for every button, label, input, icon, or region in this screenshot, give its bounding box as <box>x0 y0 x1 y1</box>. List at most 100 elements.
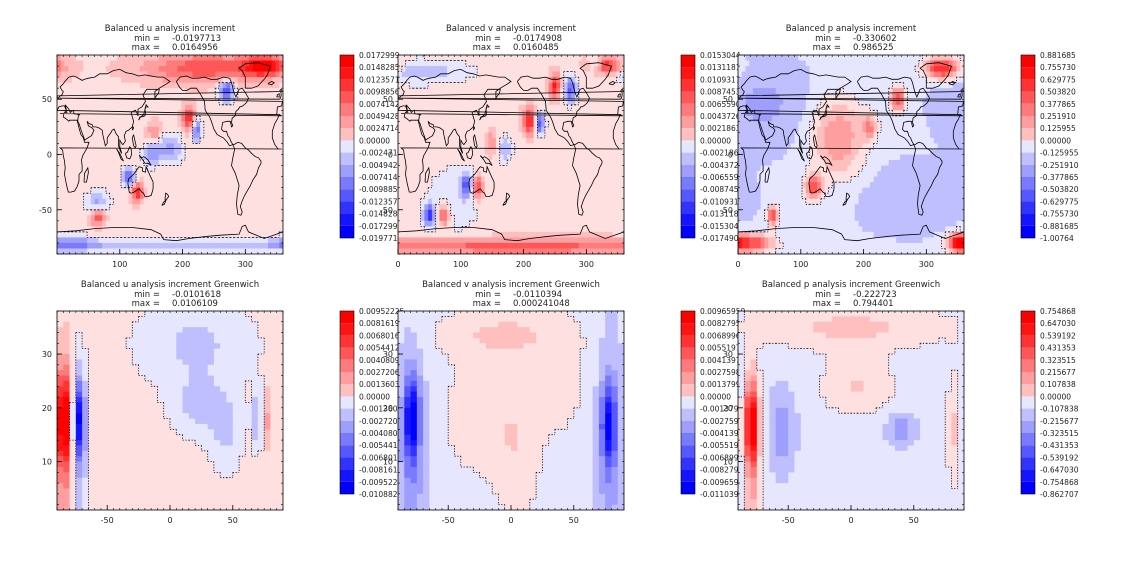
heat-cell <box>533 176 538 183</box>
heat-cell <box>83 82 88 89</box>
heat-cell <box>420 215 425 222</box>
heat-cell <box>480 137 486 145</box>
heat-cell <box>94 77 100 84</box>
heat-cell <box>147 71 152 78</box>
heat-cell <box>582 171 587 178</box>
heat-cell <box>117 220 122 227</box>
heat-cell <box>271 104 277 111</box>
heat-cell <box>492 209 497 216</box>
heat-cell <box>271 160 277 167</box>
heat-cell <box>177 60 182 67</box>
heat-cell <box>559 193 565 200</box>
heat-cell <box>597 126 602 133</box>
heat-cell <box>552 55 557 62</box>
heat-cell <box>439 198 444 205</box>
heat-cell <box>166 165 171 172</box>
heat-cell <box>151 215 156 222</box>
coastline <box>131 134 137 149</box>
heat-cell <box>173 171 179 178</box>
heat-cell <box>608 110 614 117</box>
heat-cell <box>443 55 448 62</box>
heat-cell <box>256 231 261 239</box>
heat-cell <box>439 110 444 117</box>
heat-cell <box>260 77 265 84</box>
heat-cell <box>87 160 92 167</box>
heat-cell <box>575 220 580 227</box>
heat-cell <box>926 71 931 78</box>
heat-cell <box>450 220 456 227</box>
heat-cell <box>537 154 542 161</box>
heat-cell <box>109 104 115 111</box>
heat-cell <box>267 154 273 161</box>
heat-cell <box>526 104 531 111</box>
heat-cell <box>877 71 882 78</box>
heat-cell <box>888 55 894 62</box>
heat-cell <box>526 148 531 156</box>
heat-cell <box>90 77 96 84</box>
heat-cell <box>454 60 459 67</box>
heat-cell <box>424 160 429 167</box>
heat-cell <box>147 187 152 194</box>
heat-cell <box>60 171 66 178</box>
heat-cell <box>446 104 452 111</box>
heat-cell <box>211 71 216 78</box>
heat-cell <box>113 182 118 189</box>
heat-cell <box>128 165 133 172</box>
heat-cell <box>454 160 459 167</box>
heat-cell <box>409 71 414 78</box>
heat-cell <box>511 193 516 200</box>
heat-cell <box>458 226 463 233</box>
heat-cell <box>529 60 535 67</box>
heat-cell <box>620 115 624 122</box>
heat-cell <box>75 99 81 106</box>
heat-cell <box>738 77 743 84</box>
heat-cell <box>435 171 441 178</box>
heat-cell <box>405 154 410 161</box>
colorbar-label: -0.00494283 <box>359 161 407 170</box>
heat-cell <box>937 60 942 67</box>
heat-cell <box>480 60 486 67</box>
heat-cell <box>256 242 261 250</box>
heat-cell <box>211 215 216 222</box>
heat-cell <box>597 160 602 167</box>
heat-cell <box>139 193 145 200</box>
heat-cell <box>435 110 441 117</box>
heat-cell <box>605 143 610 150</box>
heat-cell <box>409 66 414 73</box>
heat-cell <box>264 99 269 106</box>
heat-cell <box>933 66 939 73</box>
heat-cell <box>192 132 197 139</box>
heat-cell <box>271 115 277 122</box>
heat-cell <box>211 176 216 183</box>
heat-cell <box>590 88 595 95</box>
heat-cell <box>207 231 213 239</box>
y-tick-label: -50 <box>39 206 52 215</box>
heat-cell <box>446 93 452 100</box>
coastline <box>466 145 474 160</box>
heat-cell <box>601 66 606 73</box>
heat-cell <box>431 148 437 156</box>
heat-cell <box>431 220 437 227</box>
heat-cell <box>477 88 482 95</box>
heat-cell <box>420 237 425 244</box>
heat-cell <box>450 242 456 250</box>
heat-cell <box>279 226 283 233</box>
heat-cell <box>424 99 429 106</box>
heat-cell <box>533 193 538 200</box>
heat-cell <box>775 60 781 67</box>
heat-cell <box>72 226 77 233</box>
heat-cell <box>158 160 164 167</box>
heat-cell <box>869 66 875 73</box>
heat-cell <box>279 187 283 194</box>
heat-cell <box>215 121 220 128</box>
heat-cell <box>151 82 156 89</box>
heat-cell <box>522 171 527 178</box>
heat-cell <box>416 242 422 250</box>
heat-cell <box>401 204 407 211</box>
heat-cell <box>518 176 523 183</box>
heat-cell <box>469 88 474 95</box>
heat-cell <box>854 71 860 78</box>
heat-cell <box>271 220 277 227</box>
heat-cell <box>105 71 111 78</box>
heat-cell <box>503 66 508 73</box>
